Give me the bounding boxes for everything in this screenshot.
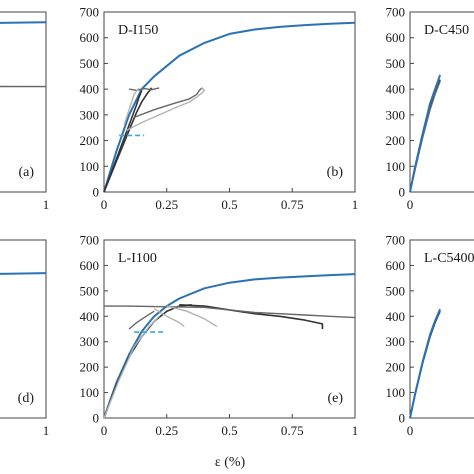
test-curve — [166, 305, 218, 328]
y-tick-label: 100 — [386, 385, 406, 400]
test-curve — [409, 310, 441, 419]
y-tick-label: 700 — [80, 233, 100, 248]
panel-d: 1 (d) — [0, 239, 50, 438]
y-tick-label: 300 — [80, 334, 100, 349]
test-curve — [128, 310, 155, 330]
y-tick-label: 0 — [93, 185, 100, 200]
panel-letter: (d) — [18, 391, 35, 406]
x-axis-label: ε (%) — [215, 455, 246, 470]
y-tick-label: 600 — [386, 30, 406, 45]
test-curve — [153, 308, 185, 328]
panel-letter: (a) — [18, 165, 34, 180]
y-tick-label: 400 — [80, 309, 100, 324]
model-curve — [409, 308, 442, 419]
plot-frame — [409, 11, 474, 193]
test-curve — [104, 305, 356, 319]
y-tick-label: 500 — [386, 56, 406, 71]
y-tick-label: 700 — [386, 233, 406, 248]
y-tick-label: 300 — [386, 107, 406, 122]
test-curve — [103, 315, 160, 419]
x-tick-label: 0.25 — [155, 197, 178, 212]
test-curve — [409, 309, 441, 419]
y-tick-label: 0 — [93, 411, 100, 426]
plot-frame — [0, 239, 47, 419]
test-curve — [409, 81, 441, 193]
panel-label: D-I150 — [118, 23, 158, 38]
y-tick-label: 500 — [386, 283, 406, 298]
model-curve — [103, 273, 356, 419]
x-tick-label: 0.5 — [221, 423, 237, 438]
y-tick-label: 600 — [80, 30, 100, 45]
x-tick-label: 0 — [101, 197, 108, 212]
model-curve — [0, 21, 47, 24]
y-tick-label: 200 — [386, 133, 406, 148]
panel-label: D-C450 — [424, 23, 469, 38]
y-tick-label: 500 — [80, 283, 100, 298]
plot-frame — [103, 239, 356, 419]
y-tick-label: 0 — [399, 411, 406, 426]
model-curve — [0, 272, 47, 275]
test-curve — [0, 85, 47, 88]
panel-b: 0 100 200 300 400 500 600 700 0 0.25 0.5 0.75 1 D-I15… — [80, 5, 359, 213]
test-curve — [179, 304, 324, 329]
panel-a: 1 (a) — [0, 11, 50, 212]
x-tick-label: 1 — [43, 423, 50, 438]
x-tick-label: 0 — [101, 423, 108, 438]
y-tick-label: 100 — [80, 159, 100, 174]
plot-frame — [409, 239, 474, 419]
y-tick-label: 500 — [80, 56, 100, 71]
panel-letter: (b) — [327, 165, 344, 180]
test-curve — [103, 87, 153, 193]
test-curve — [133, 87, 203, 119]
x-tick-label: 1 — [352, 423, 359, 438]
x-tick-label: 0.75 — [281, 197, 304, 212]
model-curve — [103, 21, 356, 193]
panel-e: 0 100 200 300 400 500 600 700 0 0.25 0.5 0.75 1 L-I10… — [80, 233, 359, 439]
model-curve — [409, 74, 442, 193]
y-tick-label: 300 — [386, 334, 406, 349]
x-tick-label: 0 — [407, 197, 414, 212]
y-tick-label: 700 — [80, 5, 100, 20]
panel-c: 0 100 200 300 400 500 600 700 0 D-C450 — [386, 5, 474, 212]
plot-frame — [0, 11, 47, 193]
panel-letter: (e) — [327, 391, 343, 406]
x-tick-label: 1 — [43, 197, 50, 212]
x-tick-label: 1 — [352, 197, 359, 212]
panel-f: 0 100 200 300 400 500 600 700 0 L-C5400 — [386, 233, 474, 438]
test-curve — [123, 87, 140, 126]
y-tick-label: 400 — [80, 82, 100, 97]
test-curve — [126, 87, 206, 131]
y-tick-label: 200 — [386, 360, 406, 375]
panel-label: L-C5400 — [424, 251, 474, 266]
y-tick-label: 700 — [386, 5, 406, 20]
y-tick-label: 0 — [399, 185, 406, 200]
x-tick-label: 0.75 — [281, 423, 304, 438]
y-tick-label: 100 — [80, 385, 100, 400]
y-tick-label: 400 — [386, 309, 406, 324]
y-tick-label: 300 — [80, 107, 100, 122]
y-tick-label: 600 — [80, 258, 100, 273]
y-tick-label: 200 — [80, 360, 100, 375]
y-tick-label: 600 — [386, 258, 406, 273]
x-tick-label: 0 — [407, 423, 414, 438]
y-tick-label: 100 — [386, 159, 406, 174]
y-tick-label: 200 — [80, 133, 100, 148]
x-tick-label: 0.25 — [155, 423, 178, 438]
y-tick-label: 400 — [386, 82, 406, 97]
test-curve — [128, 87, 160, 92]
panel-label: L-I100 — [118, 251, 157, 266]
x-tick-label: 0.5 — [221, 197, 237, 212]
